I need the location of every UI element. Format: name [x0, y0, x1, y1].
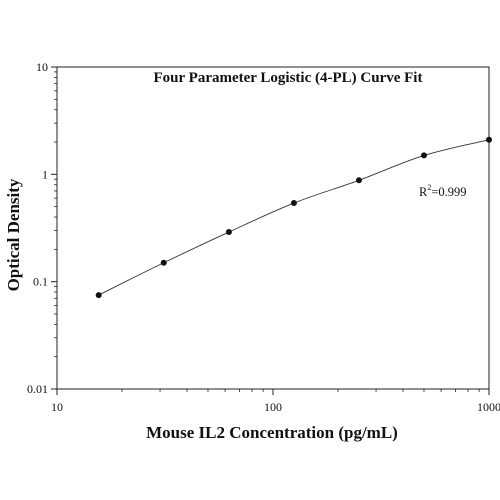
data-point — [355, 177, 362, 184]
r-squared-superscript: 2 — [427, 183, 431, 192]
y-tick-label: 0.01 — [27, 382, 48, 396]
x-tick-label: 10 — [51, 400, 63, 414]
x-tick-label: 1000 — [477, 400, 500, 414]
fit-curve — [98, 139, 490, 296]
y-tick-label: 10 — [36, 60, 48, 74]
data-point — [160, 259, 167, 266]
r-squared-base: R — [419, 185, 428, 199]
data-point — [225, 229, 232, 236]
r-squared-value: =0.999 — [431, 185, 466, 199]
y-tick-label: 1 — [42, 167, 48, 181]
data-point — [420, 152, 427, 159]
data-point — [486, 136, 492, 143]
plot-border — [56, 66, 490, 390]
y-axis-ticks: 0.01 0.1 1 10 — [27, 60, 57, 396]
x-tick-label: 100 — [264, 400, 282, 414]
x-axis-label: Mouse IL2 Concentration (pg/mL) — [146, 423, 398, 442]
y-axis-label: Optical Density — [4, 178, 23, 291]
data-points — [95, 136, 492, 299]
data-point — [95, 292, 102, 299]
x-axis-ticks: 10 100 1000 — [51, 389, 500, 414]
y-tick-label: 0.1 — [33, 275, 48, 289]
plot-frame — [56, 66, 490, 390]
chart-title: Four Parameter Logistic (4-PL) Curve Fit — [154, 70, 423, 86]
r-squared-annotation: R2=0.999 — [419, 183, 467, 199]
data-point — [290, 200, 297, 207]
